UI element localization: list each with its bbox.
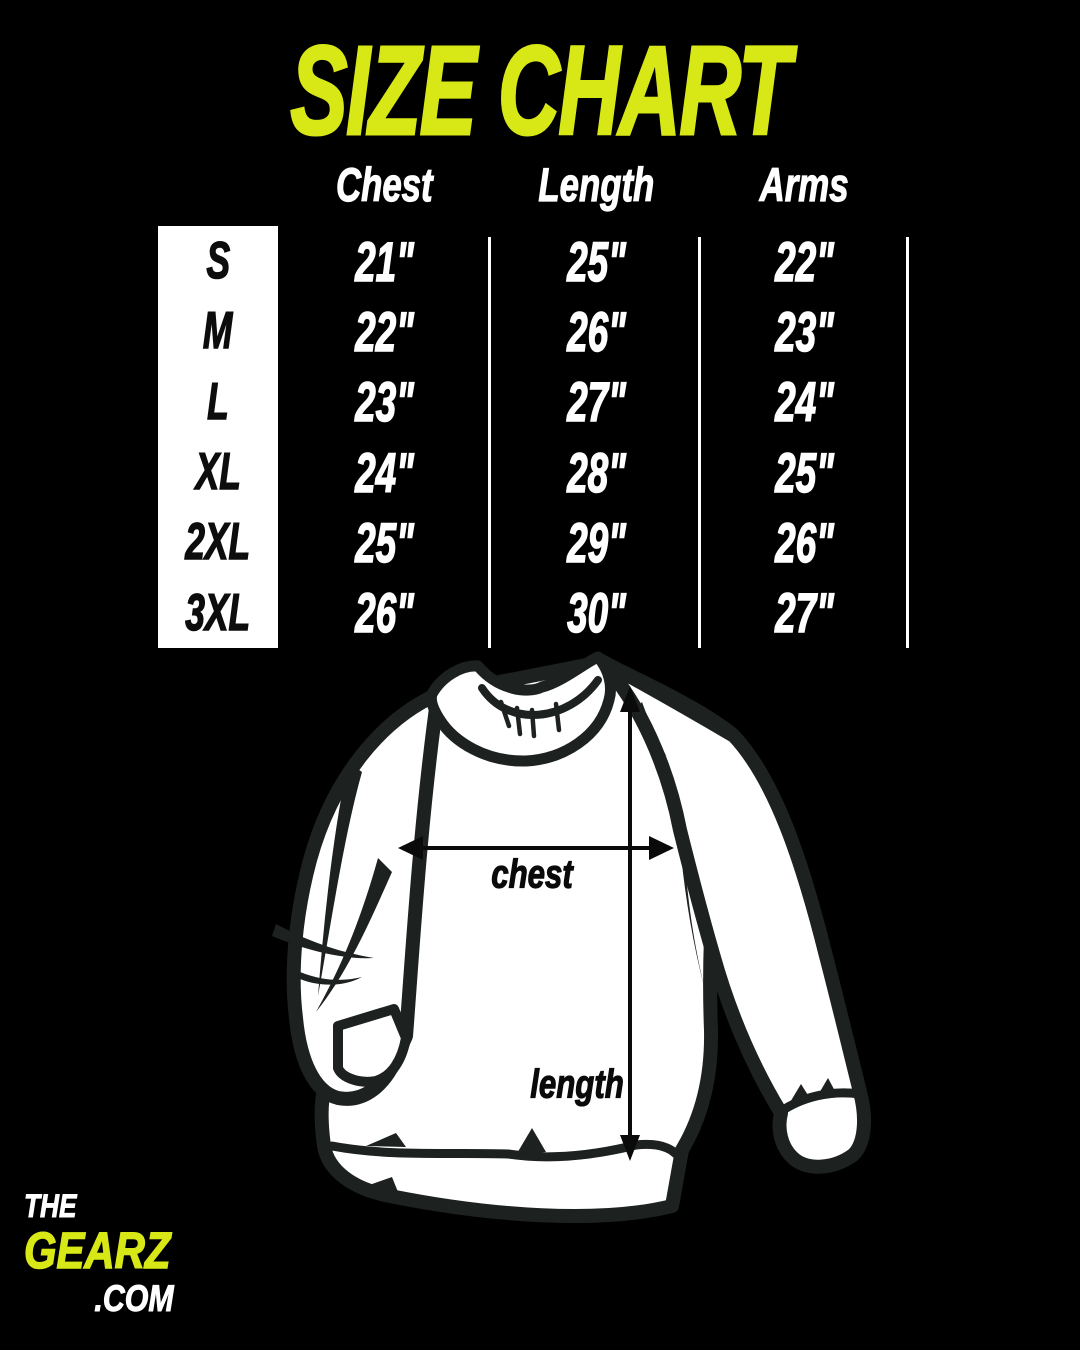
chest-value: 26" xyxy=(354,581,414,646)
arms-value: 23" xyxy=(774,299,834,364)
length-value: 29" xyxy=(566,510,626,575)
collar xyxy=(425,651,617,767)
size-label: XL xyxy=(195,442,241,502)
left-cuff xyxy=(333,1004,411,1087)
brand-logo: THE GEARZ .COM xyxy=(23,1188,174,1319)
fold-shadows xyxy=(272,702,719,1038)
logo-line-com: .COM xyxy=(94,1278,174,1319)
arms-value: 25" xyxy=(774,440,834,505)
size-label: L xyxy=(207,372,230,432)
column-header-arms: Arms xyxy=(759,157,849,211)
length-value: 26" xyxy=(566,299,626,364)
chest-value: 25" xyxy=(354,510,414,575)
hem-band xyxy=(327,1128,681,1192)
length-arrow xyxy=(620,686,640,1161)
chest-value: 23" xyxy=(354,370,414,435)
title-bar: SIZE CHART xyxy=(0,20,1080,161)
length-value-column: 25" 26" 27" 28" 29" 30" xyxy=(492,226,700,648)
size-label: M xyxy=(203,302,233,362)
chest-value-column: 21" 22" 23" 24" 25" 26" xyxy=(278,226,490,648)
collar-rib-lines xyxy=(498,699,562,739)
logo-line-gearz: GEARZ xyxy=(23,1222,171,1279)
length-measurement-label: length xyxy=(530,1062,625,1107)
sweatshirt-diagram-icon xyxy=(272,651,871,1223)
arms-value: 27" xyxy=(774,581,834,646)
column-divider xyxy=(488,237,491,648)
size-label: 2XL xyxy=(185,513,251,573)
right-cuff xyxy=(775,1078,865,1117)
right-sleeve xyxy=(593,653,871,1174)
page-title: SIZE CHART xyxy=(290,20,792,161)
size-label-column: S M L XL 2XL 3XL xyxy=(158,226,278,648)
arms-value: 24" xyxy=(774,370,834,435)
chest-arrow xyxy=(398,836,674,860)
column-divider xyxy=(906,237,909,648)
arms-value: 22" xyxy=(774,229,834,294)
column-header-length: Length xyxy=(538,157,655,211)
chest-value: 22" xyxy=(354,299,414,364)
logo-line-the: THE xyxy=(24,1188,77,1224)
length-value: 30" xyxy=(566,581,626,646)
length-value: 28" xyxy=(566,440,626,505)
size-label: S xyxy=(206,231,231,291)
length-value: 27" xyxy=(566,370,626,435)
column-divider xyxy=(698,237,701,648)
length-value: 25" xyxy=(566,229,626,294)
chest-value: 24" xyxy=(354,440,414,505)
arms-value: 26" xyxy=(774,510,834,575)
chest-value: 21" xyxy=(354,229,414,294)
chest-measurement-label: chest xyxy=(491,852,573,897)
column-header-chest: Chest xyxy=(335,157,433,211)
left-sleeve xyxy=(286,687,445,1106)
size-label: 3XL xyxy=(185,583,251,643)
arms-value-column: 22" 23" 24" 25" 26" 27" xyxy=(702,226,906,648)
